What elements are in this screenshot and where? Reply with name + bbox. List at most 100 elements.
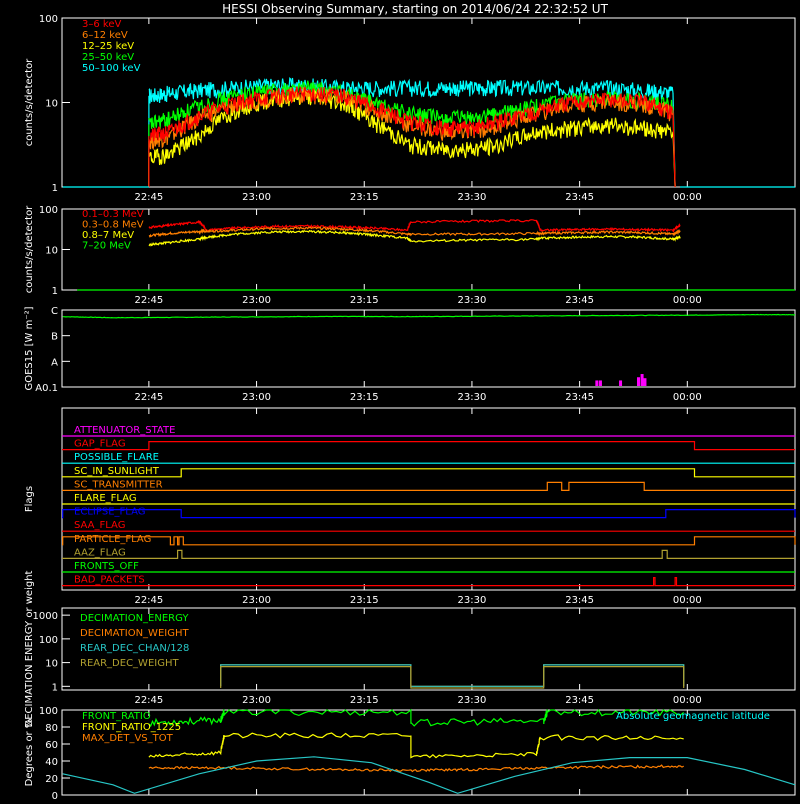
lo-series-line [148,88,674,166]
flag-label: POSSIBLE_FLARE [74,452,159,463]
flag-label: PARTICLE_FLAG [74,534,151,545]
hi-series-line [148,229,681,247]
dec-panel: 22:45 23:00 23:15 23:30 23:45 00:00 DECIMATION… [24,570,796,727]
goes-ytick-label: A [51,357,58,368]
legend-entry: 0.3–0.8 MeV [82,220,144,231]
lo-ytick-label: 10 [45,99,58,110]
goes-ytick-label: B [51,332,58,343]
legend-entry: REAR_DEC_WEIGHT [80,658,179,669]
flags-xtick-label: 22:45 [134,595,163,606]
dec-xtick-label: 23:45 [565,695,594,706]
goes-xtick-label: 23:45 [565,392,594,403]
flag-label: SC_IN_SUNLIGHT [74,466,160,477]
dec-xtick-label: 00:00 [673,695,702,706]
ratio-ytick-label: 40 [45,757,58,768]
hi-xtick-label: 00:00 [673,295,702,306]
dec-ytick-label: 10 [45,659,58,670]
legend-entry: 0.8–7 MeV [82,230,134,241]
legend-entry: 50–100 keV [82,63,141,74]
goes-panel: 22:45 23:00 23:15 23:30 23:45 00:00 GOES15 [W … [24,306,796,403]
dec-series-line [220,666,685,689]
flag-line [62,536,796,546]
ratio-series-line [62,756,796,794]
lo-panel: 22:45 23:00 23:15 23:30 23:45 00:00 counts/s/d… [24,14,796,203]
dec-series-line [220,664,685,687]
dec-xtick-label: 22:45 [134,695,163,706]
lo-xtick-label: 23:00 [242,192,271,203]
hi-ytick-label: 100 [39,205,58,216]
hi-ytick-label: 10 [45,246,58,257]
lo-xtick-label: 22:45 [134,192,163,203]
dec-ytick-label: 1000 [33,611,58,622]
ratio-series-line [148,732,684,759]
hi-xtick-label: 23:15 [350,295,379,306]
hi-series-line [148,219,681,233]
dec-ytick-label: 100 [39,635,58,646]
flag-label: SC_TRANSMITTER [74,479,163,490]
ratio-ylabel: Degrees or % [24,719,35,787]
lo-xtick-label: 00:00 [673,192,702,203]
dec-xtick-label: 23:30 [458,695,487,706]
flags-xtick-label: 23:15 [350,595,379,606]
lo-ytick-label: 100 [39,14,58,25]
goes-flare-bar [636,377,640,386]
legend-entry: 0.1–0.3 MeV [82,209,144,220]
flag-label: FLARE_FLAG [74,493,137,504]
flag-line [62,577,795,587]
goes-frame [61,309,796,388]
lo-xtick-label: 23:15 [350,192,379,203]
flag-line [62,468,795,478]
lo-series-edge [672,110,676,188]
goes-flare-bar [640,374,644,386]
flag-label: BAD_PACKETS [74,575,145,586]
legend-entry: MAX_DET_VS_TOT [82,733,174,744]
flag-line [62,509,796,519]
flag-label: ECLIPSE_FLAG [74,507,145,518]
ratio-frame [61,709,796,796]
goes-xtick-label: 23:00 [242,392,271,403]
flags-frame [61,407,796,591]
goes-flare-bar [643,378,647,386]
goes-xtick-label: 23:30 [458,392,487,403]
flag-label: GAP_FLAG [74,439,126,450]
flag-label: SAA_FLAG [74,520,125,531]
dec-ylabel: DECIMATION ENERGY or weight [24,570,35,727]
hi-ytick-label: 1 [52,286,58,297]
legend-entry: DECIMATION_WEIGHT [80,628,189,639]
ratio-annotation: Absolute geomagnetic latitude [616,711,770,722]
flag-line [62,549,795,559]
ratio-ytick-label: 60 [45,740,58,751]
dec-frame [61,607,796,691]
goes-xtick-label: 00:00 [673,392,702,403]
flags-xtick-label: 23:00 [242,595,271,606]
flags-xtick-label: 23:30 [458,595,487,606]
ratio-ytick-label: 0 [52,791,58,800]
lo-ytick-label: 1 [52,183,58,194]
lo-xtick-label: 23:30 [458,192,487,203]
hi-xtick-label: 23:30 [458,295,487,306]
hi-xtick-label: 22:45 [134,295,163,306]
dec-series-line [220,664,685,687]
legend-entry: 7–20 MeV [82,241,131,252]
ratio-ytick-label: 20 [45,774,58,785]
hi-series-line [148,226,681,238]
goes-series-line [62,313,795,319]
legend-entry: 6–12 keV [82,30,128,41]
goes-ytick-label: A0.1 [35,383,58,394]
lo-series-line [148,80,674,130]
flags-ylabel: Flags [24,486,35,512]
lo-series-line [148,86,674,145]
legend-entry: 3–6 keV [82,19,121,30]
lo-ylabel: counts/s/detector [24,58,35,146]
flag-line [62,441,795,451]
goes-ytick-label: C [51,306,58,317]
goes-xtick-label: 23:15 [350,392,379,403]
plot-title: HESSI Observing Summary, starting on 201… [222,2,608,16]
flag-label: AAZ_FLAG [74,547,126,558]
legend-entry: FRONT_RATIO [82,711,151,722]
hi-ylabel: counts/s/detector [24,205,35,293]
goes-flare-bar [619,380,623,386]
lo-frame [61,17,796,188]
